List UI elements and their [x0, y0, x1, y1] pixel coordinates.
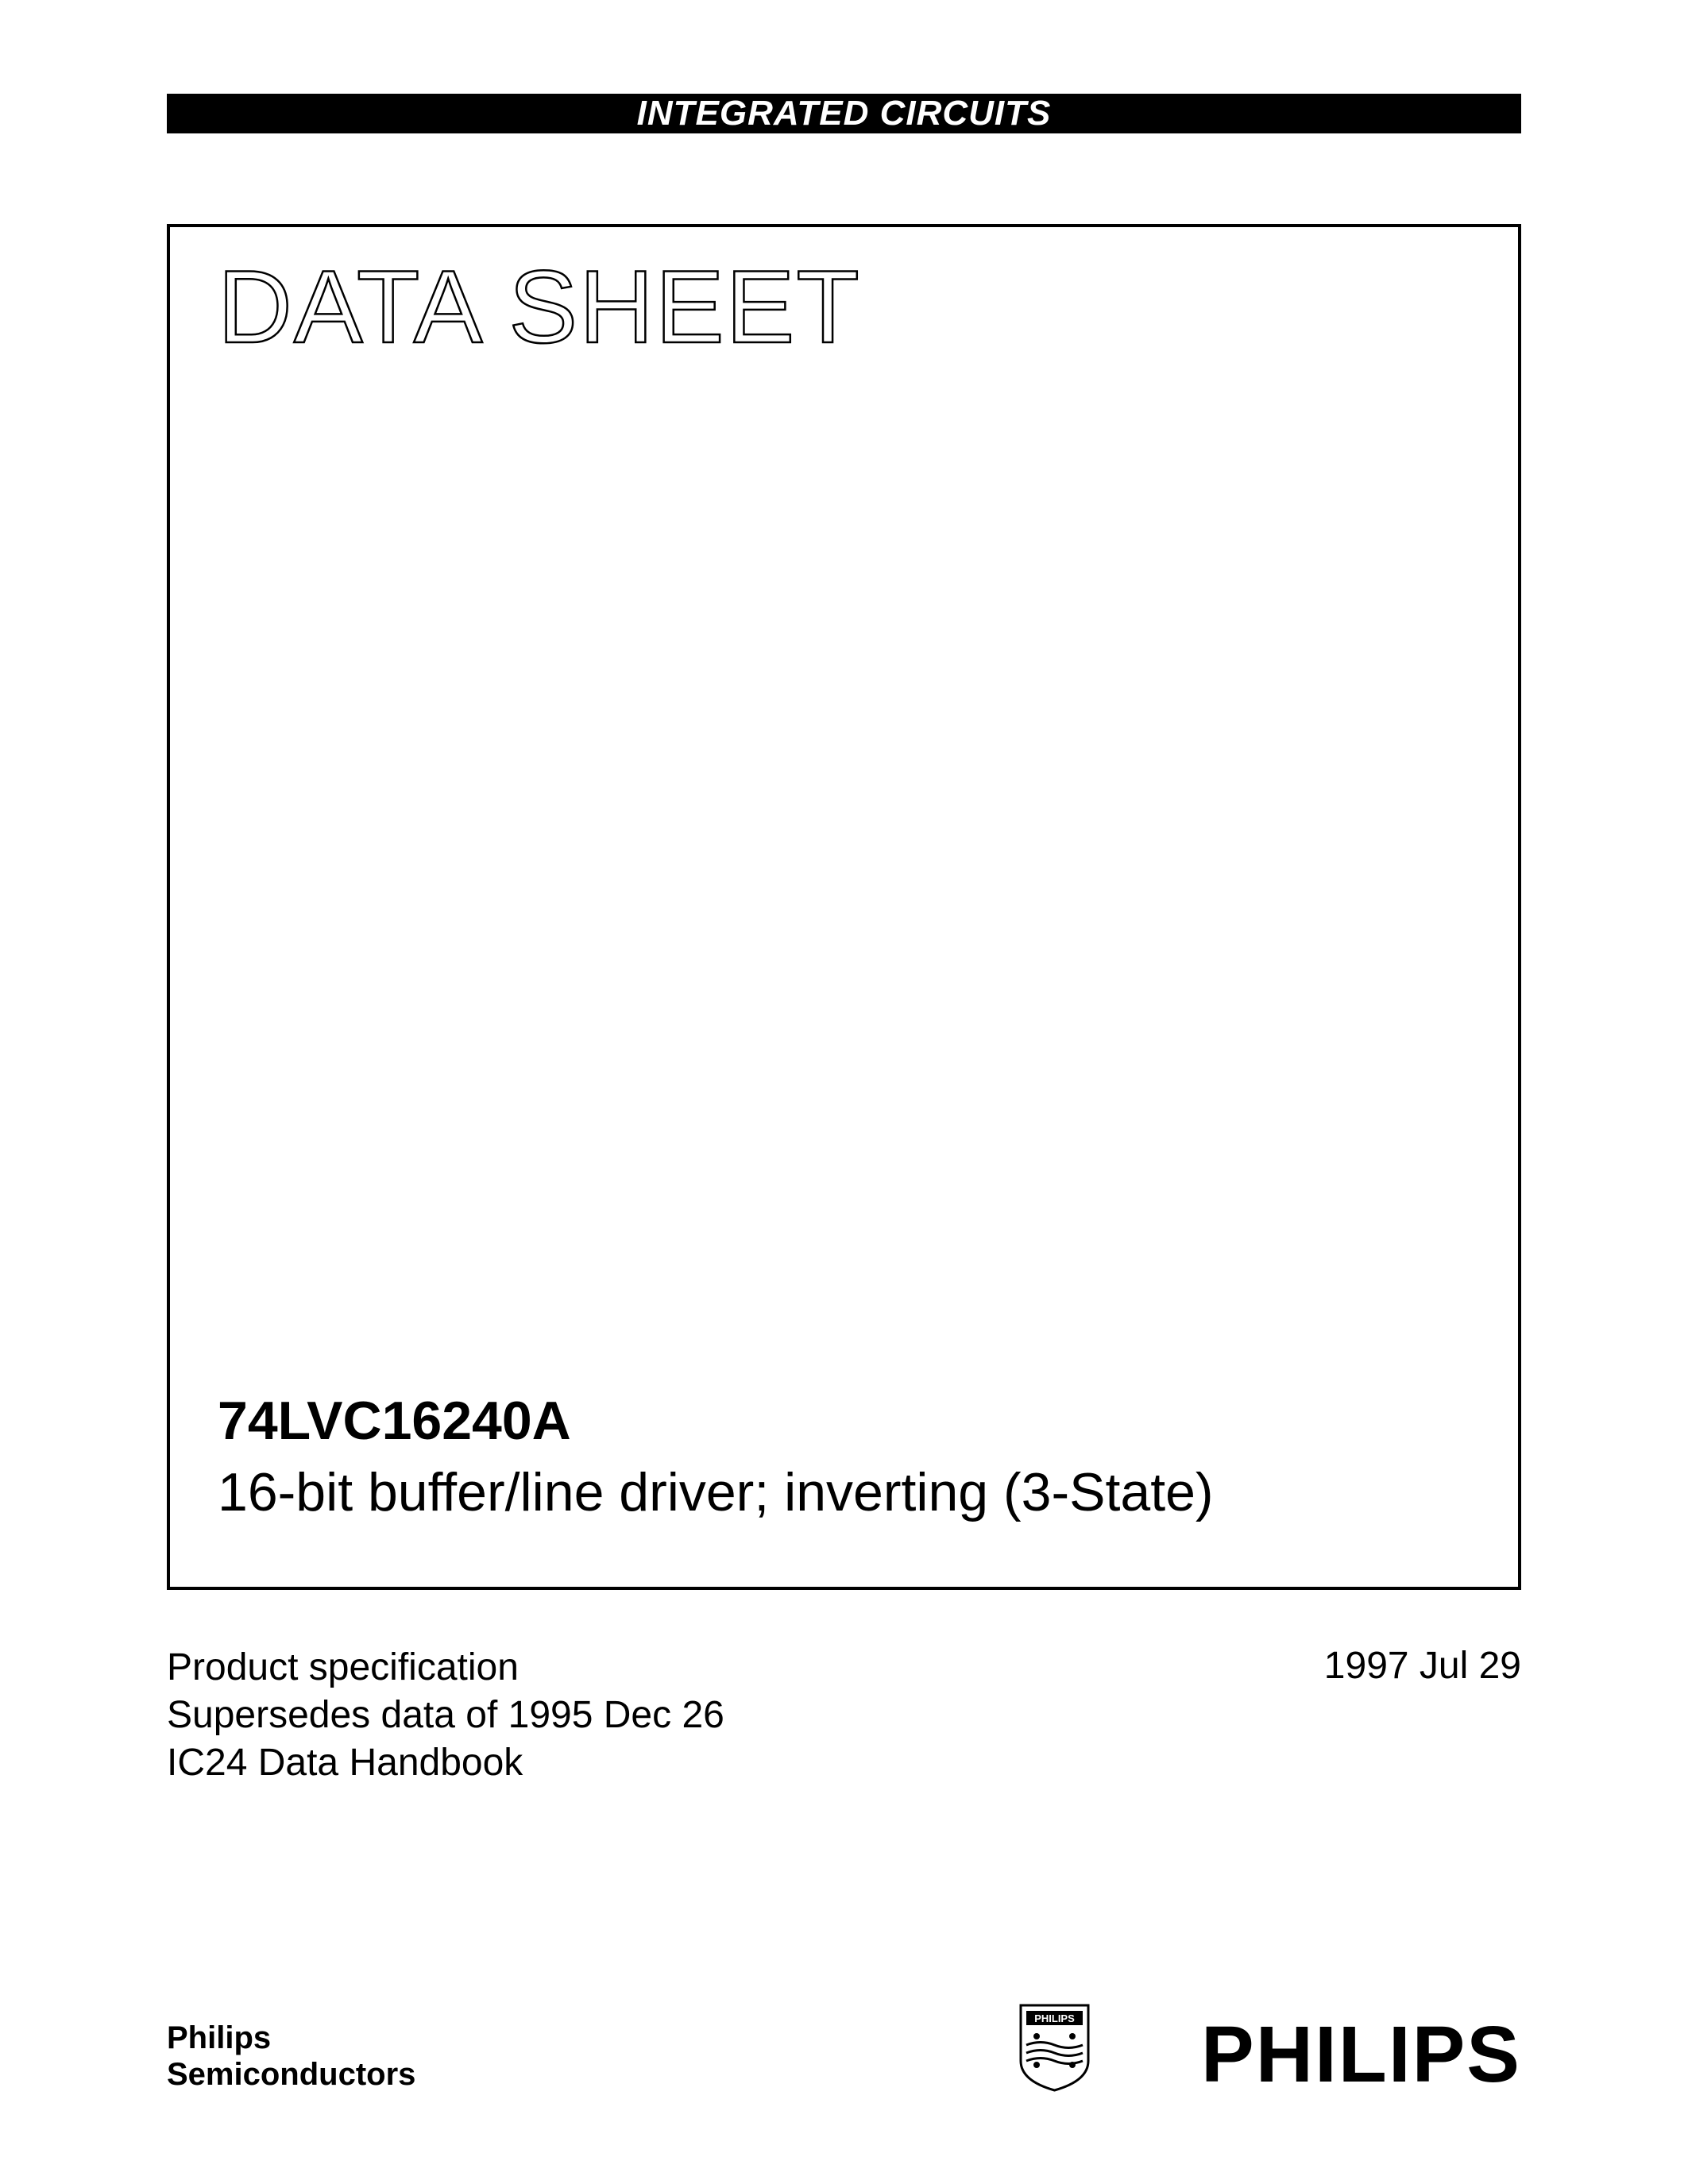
data-sheet-outline-title: DATA SHEET — [218, 259, 1330, 362]
footer-company: Philips Semiconductors — [167, 2020, 415, 2093]
part-description: 16-bit buffer/line driver; inverting (3-… — [218, 1461, 1214, 1523]
svg-text:PHILIPS: PHILIPS — [1034, 2012, 1075, 2024]
philips-wordmark: PHILIPS — [1201, 2009, 1521, 2101]
main-content-box: DATA SHEET 74LVC16240A 16-bit buffer/lin… — [167, 224, 1521, 1590]
date-text: 1997 Jul 29 — [1324, 1644, 1521, 1688]
footer-line-1: Philips — [167, 2020, 415, 2056]
spec-line-1: Product specification — [167, 1644, 724, 1692]
spec-line-3: IC24 Data Handbook — [167, 1739, 724, 1787]
spec-line-2: Supersedes data of 1995 Dec 26 — [167, 1692, 724, 1739]
part-number: 74LVC16240A — [218, 1390, 571, 1452]
footer-line-2: Semiconductors — [167, 2056, 415, 2093]
philips-shield-icon: PHILIPS — [1017, 2001, 1092, 2093]
header-title: INTEGRATED CIRCUITS — [637, 94, 1052, 133]
data-sheet-text: DATA SHEET — [218, 259, 861, 362]
spec-block: Product specification Supersedes data of… — [167, 1644, 724, 1787]
header-bar: INTEGRATED CIRCUITS — [167, 94, 1521, 133]
